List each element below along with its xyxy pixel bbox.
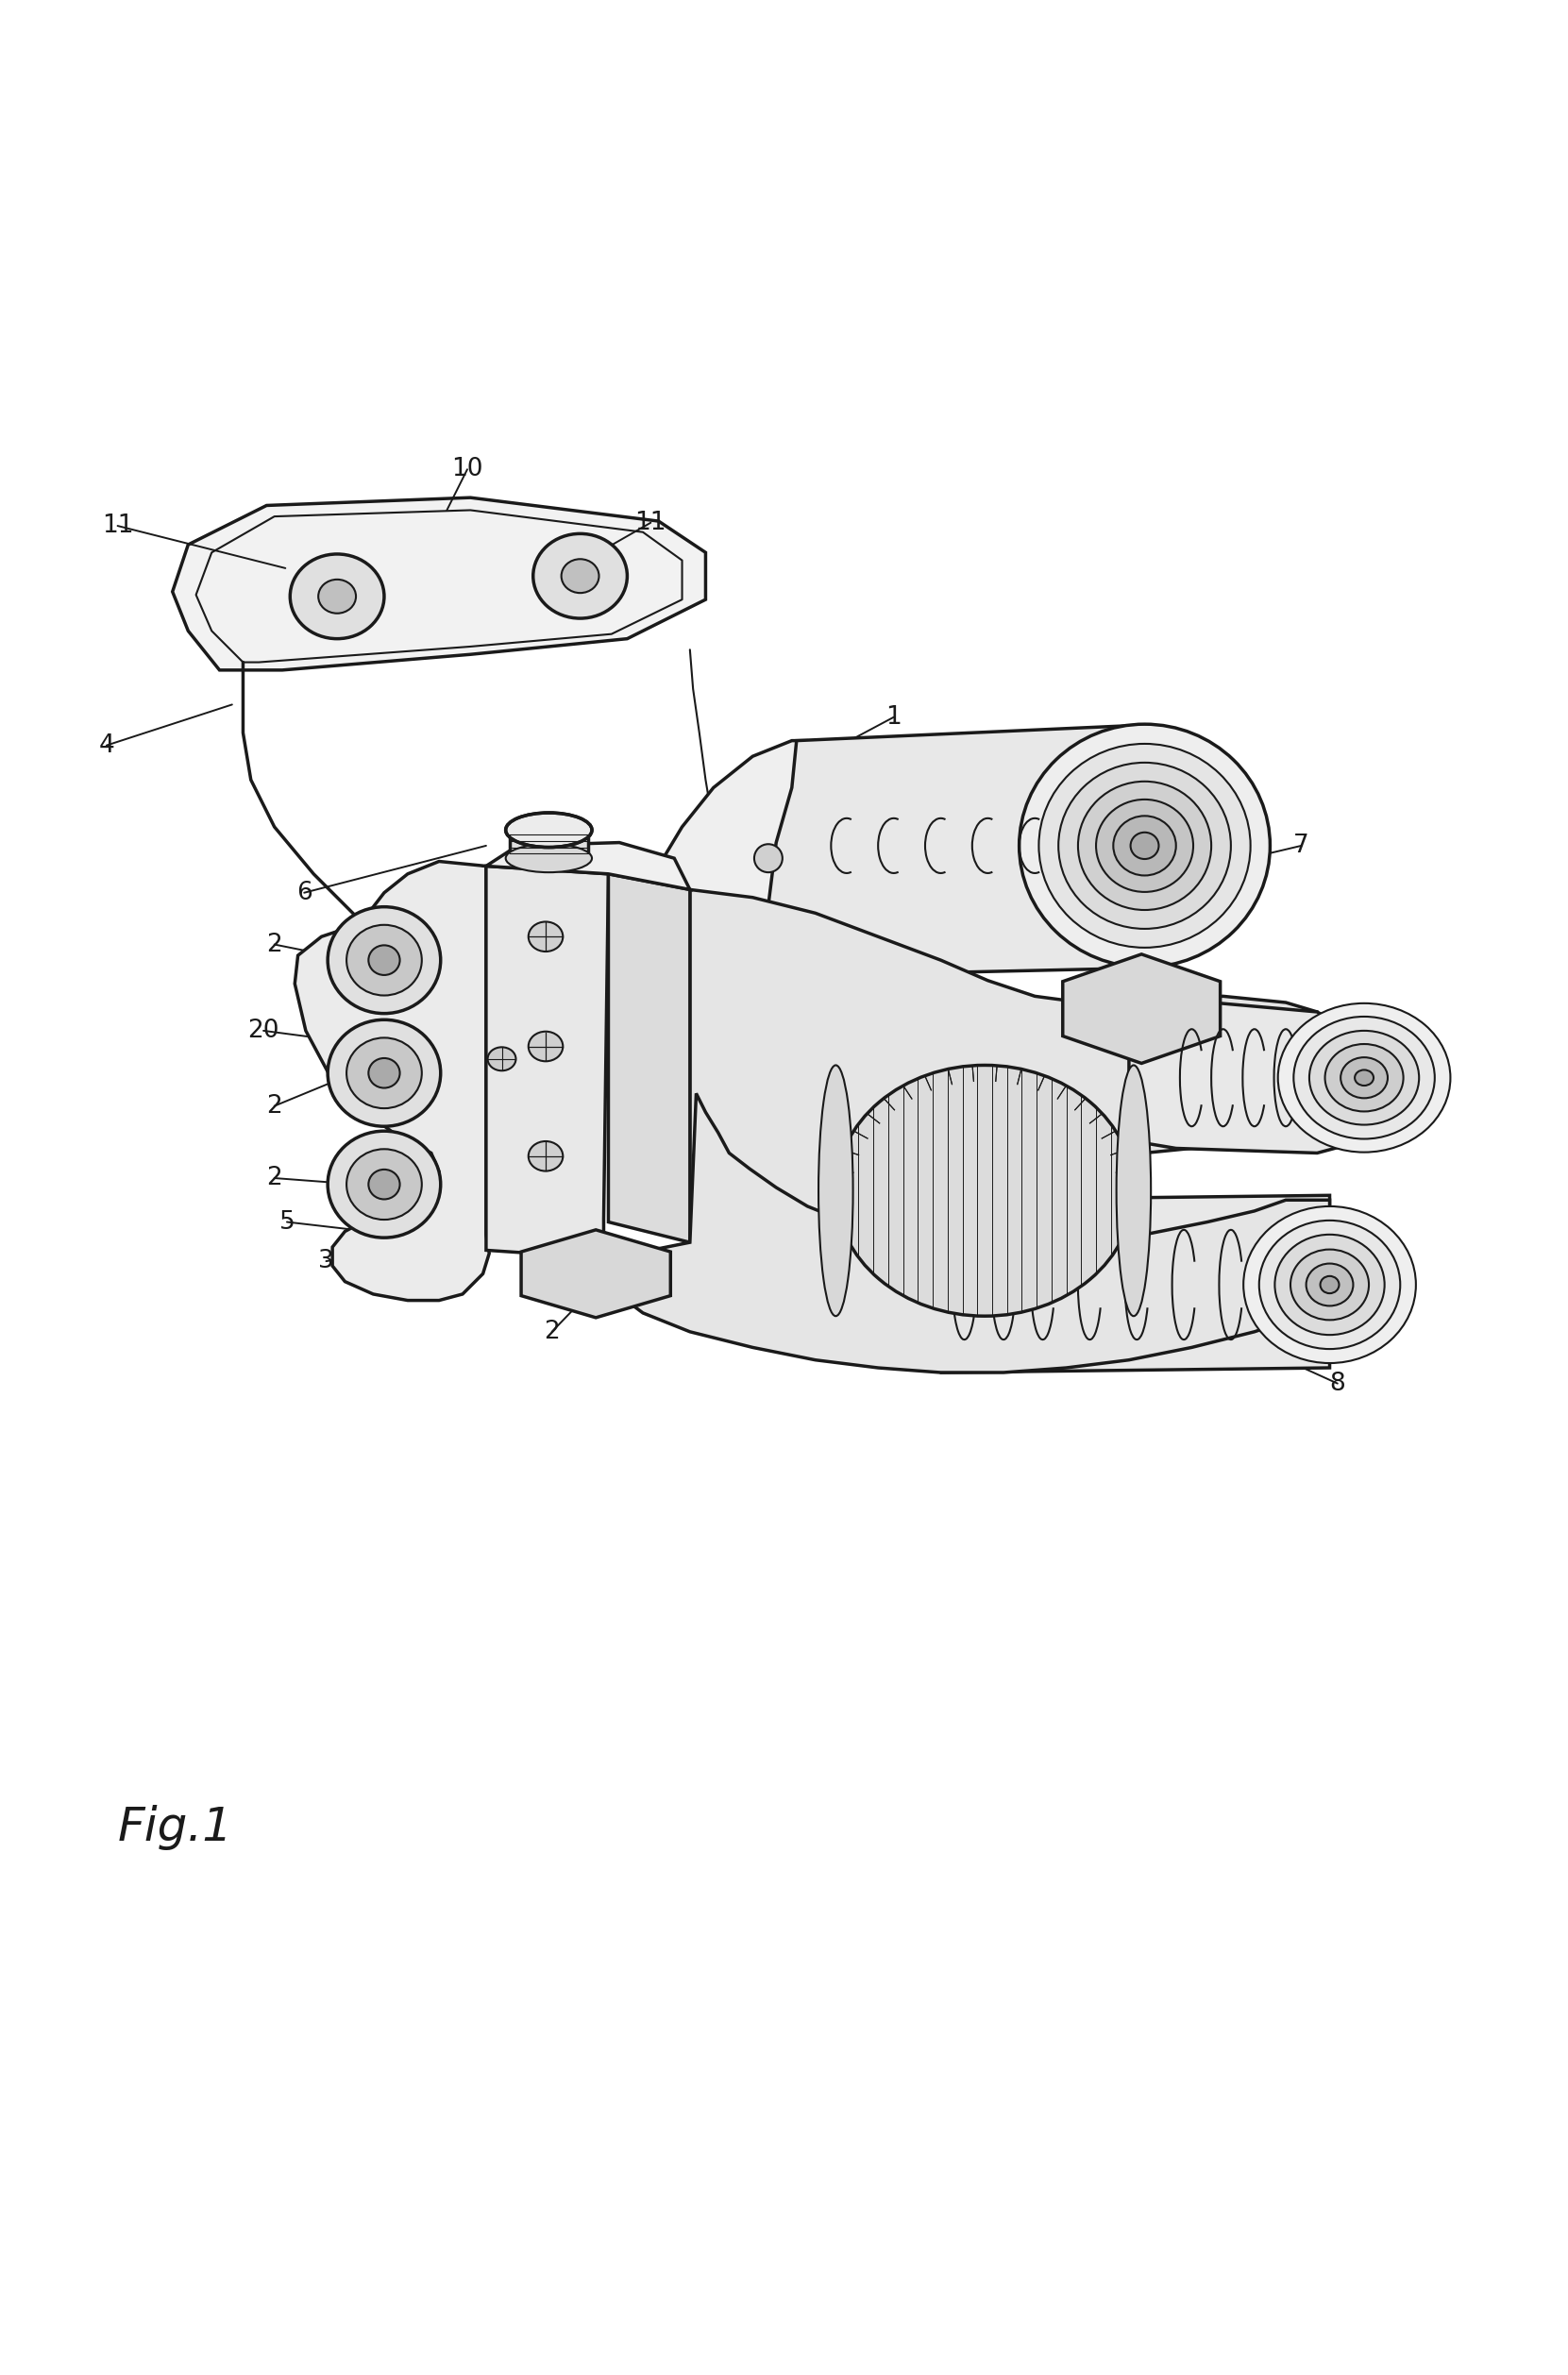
Text: 2: 2: [544, 1321, 560, 1344]
Text: 8: 8: [1330, 1370, 1345, 1396]
Polygon shape: [612, 1092, 1330, 1373]
Ellipse shape: [368, 1059, 400, 1088]
Ellipse shape: [1290, 1249, 1369, 1321]
Text: 35: 35: [655, 1256, 687, 1280]
Text: 11: 11: [635, 511, 666, 534]
Polygon shape: [295, 862, 489, 1302]
Text: 1: 1: [886, 705, 902, 729]
Polygon shape: [690, 891, 1317, 1309]
Ellipse shape: [1243, 1206, 1416, 1363]
Ellipse shape: [1294, 1016, 1435, 1140]
Ellipse shape: [328, 907, 441, 1014]
Text: 20: 20: [248, 1019, 279, 1043]
Text: 7: 7: [1294, 834, 1309, 857]
Ellipse shape: [347, 1038, 422, 1109]
Ellipse shape: [528, 1031, 563, 1062]
Ellipse shape: [1278, 1002, 1450, 1152]
Text: 41: 41: [1148, 1126, 1179, 1149]
Polygon shape: [831, 1195, 1330, 1373]
Ellipse shape: [528, 1142, 563, 1171]
Ellipse shape: [347, 924, 422, 995]
Text: 9: 9: [1344, 1062, 1359, 1088]
Ellipse shape: [368, 945, 400, 976]
Ellipse shape: [1058, 762, 1231, 929]
Polygon shape: [510, 829, 588, 857]
Text: 2: 2: [267, 1095, 282, 1119]
Text: Fig.1: Fig.1: [118, 1805, 234, 1850]
Polygon shape: [608, 874, 690, 1242]
Text: 10: 10: [452, 456, 483, 482]
Ellipse shape: [1275, 1235, 1385, 1335]
Ellipse shape: [533, 534, 627, 618]
Ellipse shape: [1096, 800, 1193, 893]
Ellipse shape: [1019, 724, 1270, 967]
Ellipse shape: [290, 553, 384, 639]
Ellipse shape: [1113, 817, 1176, 876]
Ellipse shape: [818, 1066, 853, 1316]
Ellipse shape: [1079, 781, 1210, 910]
Polygon shape: [172, 499, 706, 670]
Ellipse shape: [328, 1130, 441, 1237]
Ellipse shape: [1038, 743, 1251, 948]
Ellipse shape: [1309, 1031, 1419, 1126]
Ellipse shape: [836, 1066, 1134, 1316]
Polygon shape: [486, 867, 608, 1259]
Ellipse shape: [533, 1242, 627, 1273]
Text: 11: 11: [102, 513, 133, 539]
Ellipse shape: [1320, 1275, 1339, 1294]
Ellipse shape: [561, 558, 599, 594]
Ellipse shape: [505, 843, 591, 872]
Ellipse shape: [1355, 1069, 1374, 1085]
Polygon shape: [1129, 1000, 1364, 1152]
Polygon shape: [533, 1244, 635, 1273]
Ellipse shape: [318, 580, 356, 613]
Ellipse shape: [1116, 1066, 1151, 1316]
Polygon shape: [400, 741, 862, 1033]
Ellipse shape: [528, 922, 563, 952]
Ellipse shape: [347, 1149, 422, 1221]
Ellipse shape: [1259, 1221, 1400, 1349]
Polygon shape: [486, 843, 690, 891]
Text: 42: 42: [1157, 990, 1189, 1014]
Ellipse shape: [1325, 1045, 1403, 1112]
Ellipse shape: [1341, 1057, 1388, 1097]
Text: 4: 4: [99, 734, 114, 758]
Text: 5: 5: [279, 1209, 295, 1235]
Ellipse shape: [505, 812, 591, 848]
Text: 2: 2: [557, 990, 572, 1014]
Text: 6: 6: [296, 881, 312, 905]
Ellipse shape: [754, 843, 782, 872]
Text: 3: 3: [318, 1249, 334, 1273]
Ellipse shape: [1131, 831, 1159, 860]
Polygon shape: [1063, 955, 1220, 1064]
Ellipse shape: [328, 1019, 441, 1126]
Text: 2: 2: [267, 1166, 282, 1190]
Ellipse shape: [1306, 1264, 1353, 1306]
Text: 2: 2: [267, 933, 282, 957]
Polygon shape: [768, 724, 1145, 976]
Ellipse shape: [488, 1047, 516, 1071]
Polygon shape: [521, 1230, 671, 1318]
Ellipse shape: [368, 1168, 400, 1199]
